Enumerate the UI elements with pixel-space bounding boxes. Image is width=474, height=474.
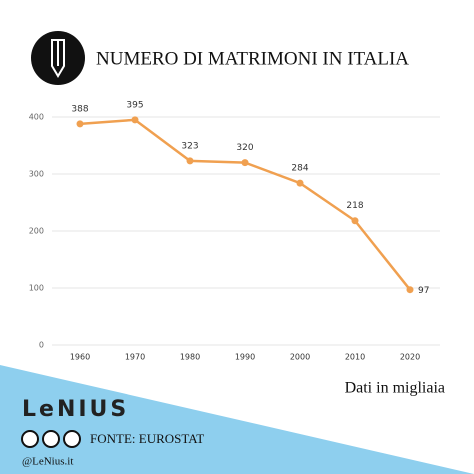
data-label: 218 xyxy=(346,201,363,211)
point xyxy=(296,179,304,187)
point xyxy=(76,120,84,128)
note: Dati in migliaia xyxy=(345,380,445,397)
point xyxy=(131,116,139,124)
source: FONTE: EUROSTAT xyxy=(90,431,204,446)
y-tick-label: 0 xyxy=(39,341,44,350)
x-tick-label: 2010 xyxy=(345,353,365,362)
x-tick-label: 1970 xyxy=(125,353,145,362)
pencil-icon xyxy=(51,39,65,78)
x-tick-label: 2000 xyxy=(290,353,310,362)
point xyxy=(406,286,414,294)
license-icons xyxy=(21,430,81,448)
chart-title: NUMERO DI MATRIMONI IN ITALIA xyxy=(96,48,409,69)
footer-band xyxy=(0,365,474,474)
point xyxy=(241,159,249,167)
y-tick-label: 400 xyxy=(29,113,44,122)
y-tick-label: 200 xyxy=(29,227,44,236)
data-label: 323 xyxy=(181,141,198,151)
brand: LeNIUS xyxy=(22,397,129,422)
x-tick-label: 1990 xyxy=(235,353,255,362)
point xyxy=(186,157,194,165)
data-label: 320 xyxy=(236,143,253,153)
y-tick-label: 300 xyxy=(29,170,44,179)
x-tick-label: 2020 xyxy=(400,353,420,362)
y-tick-label: 100 xyxy=(29,284,44,293)
handle: @LeNius.it xyxy=(22,456,73,468)
data-label: 97 xyxy=(418,286,429,296)
data-label: 395 xyxy=(126,100,143,110)
x-tick-label: 1980 xyxy=(180,353,200,362)
x-tick-label: 1960 xyxy=(70,353,90,362)
point xyxy=(351,217,359,225)
data-label: 388 xyxy=(71,104,88,114)
data-label: 284 xyxy=(291,164,308,174)
